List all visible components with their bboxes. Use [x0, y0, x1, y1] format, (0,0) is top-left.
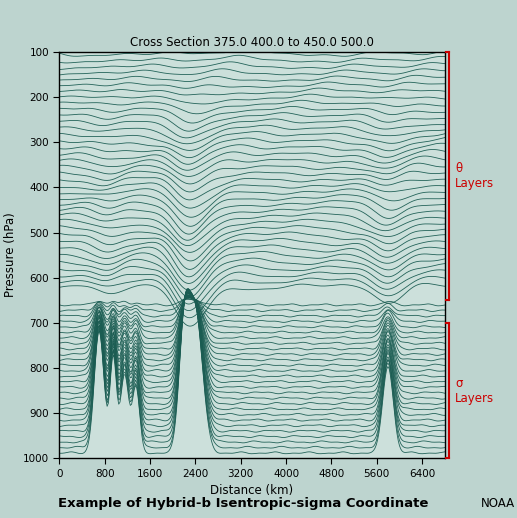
- Text: θ
Layers: θ Layers: [455, 162, 494, 190]
- Title: Cross Section 375.0 400.0 to 450.0 500.0: Cross Section 375.0 400.0 to 450.0 500.0: [130, 36, 374, 49]
- Text: σ
Layers: σ Layers: [455, 377, 494, 405]
- X-axis label: Distance (km): Distance (km): [210, 484, 294, 497]
- Y-axis label: Pressure (hPa): Pressure (hPa): [4, 213, 18, 297]
- Text: Example of Hybrid-b Isentropic-sigma Coordinate: Example of Hybrid-b Isentropic-sigma Coo…: [58, 497, 428, 510]
- Text: NOAA: NOAA: [481, 497, 515, 510]
